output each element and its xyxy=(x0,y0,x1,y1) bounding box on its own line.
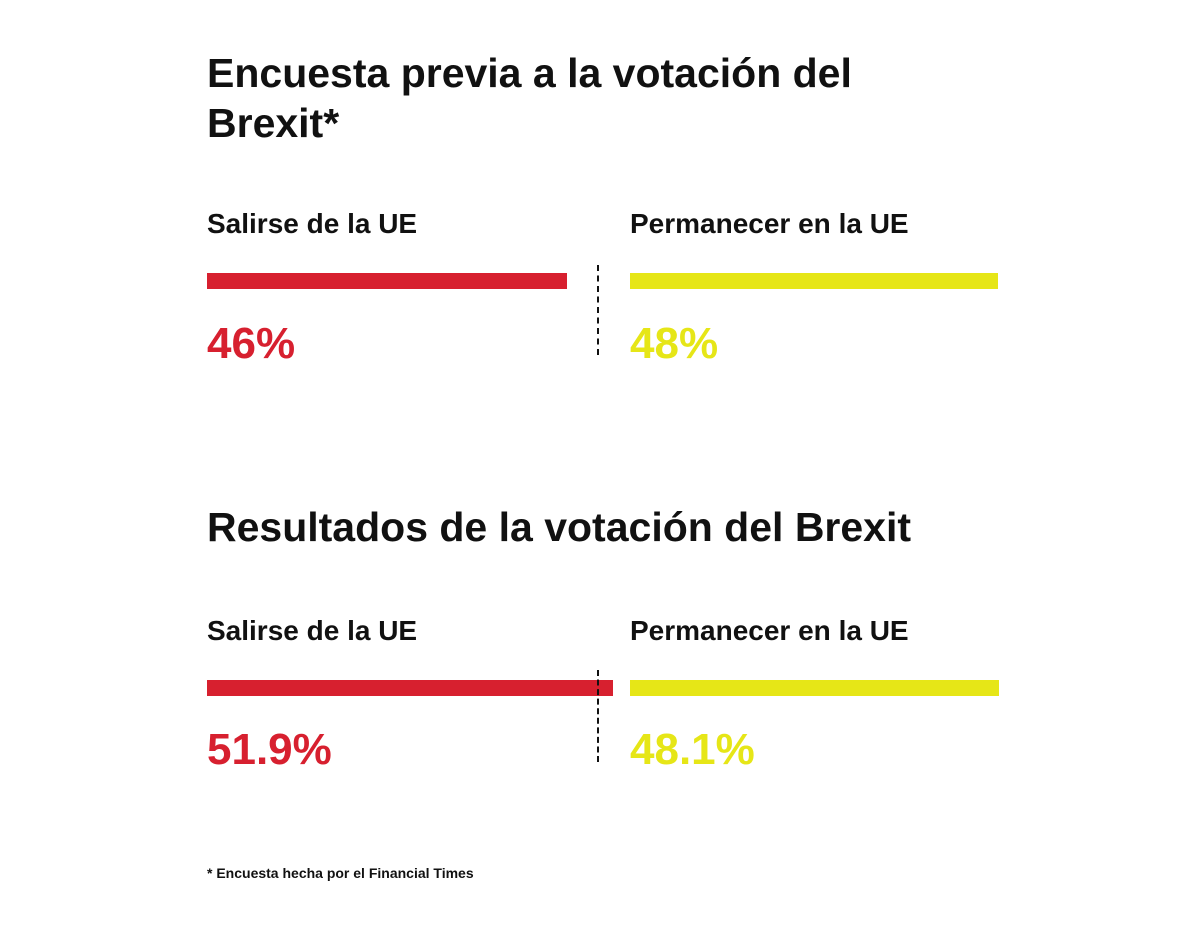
value-leave-poll: 46% xyxy=(207,319,296,368)
footnote: * Encuesta hecha por el Financial Times xyxy=(207,865,474,881)
label-leave-results: Salirse de la UE xyxy=(207,615,418,646)
value-remain-poll: 48% xyxy=(630,319,719,368)
bar-remain-results xyxy=(630,680,999,696)
bar-leave-results xyxy=(207,680,613,696)
bar-remain-poll xyxy=(630,273,999,289)
midpoint-line-results xyxy=(597,670,599,762)
label-remain-results: Permanecer en la UE xyxy=(630,615,909,646)
value-remain-results: 48.1% xyxy=(630,725,755,774)
label-leave-poll: Salirse de la UE xyxy=(207,208,418,239)
midpoint-line-poll xyxy=(597,265,599,355)
chart-title-poll: Encuesta previa a la votación del Brexit… xyxy=(207,50,852,146)
label-remain-poll: Permanecer en la UE xyxy=(630,208,909,239)
value-leave-results: 51.9% xyxy=(207,725,332,774)
bar-leave-poll xyxy=(207,273,567,289)
chart-title-results: Resultados de la votación del Brexit xyxy=(207,504,912,550)
